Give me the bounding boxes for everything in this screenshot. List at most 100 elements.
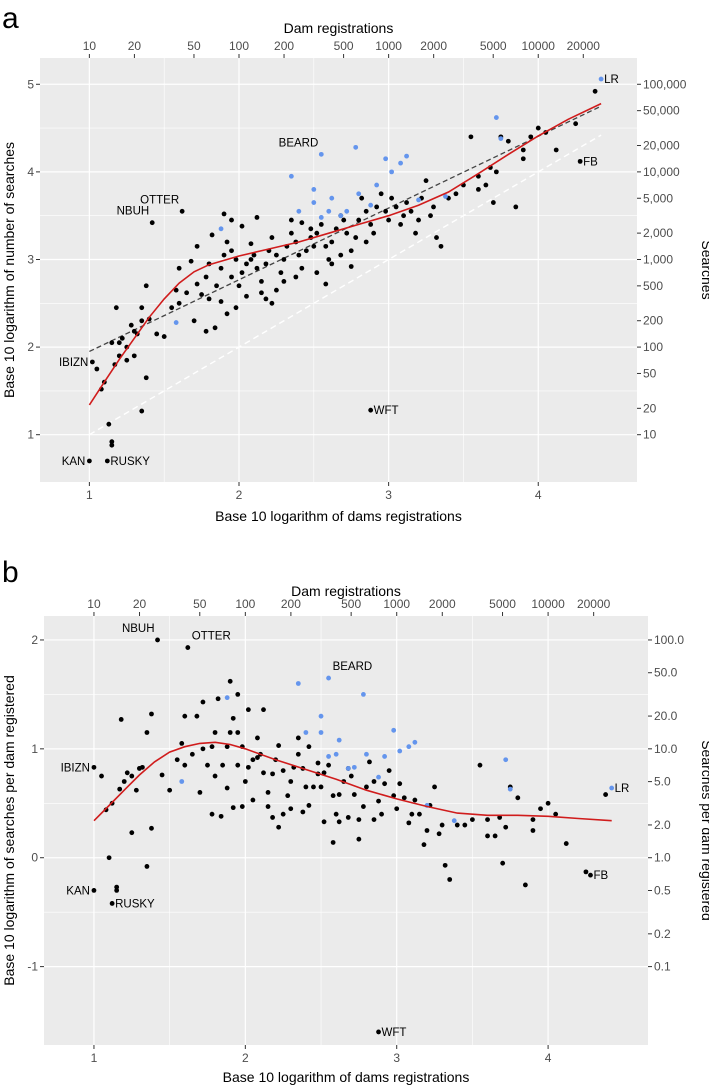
point-label-rusky: RUSKY [115,898,155,910]
y-tick-label: -1 [27,960,38,974]
data-point-black [229,274,234,280]
data-point-black [94,366,100,372]
data-point-black [203,328,209,334]
data-point-black [522,882,528,888]
data-point-blue [398,160,403,166]
data-point-black [278,270,284,276]
data-point-black [315,760,321,766]
data-point-black [364,784,369,790]
data-point-black [490,200,496,205]
data-point-black [538,806,543,812]
data-point-blue [404,153,409,159]
data-point-black [212,325,218,331]
right-tick-label: 0.2 [654,927,671,941]
data-point-blue [295,681,301,686]
right-tick-label: 20,000 [643,139,680,153]
data-point-black [288,779,294,784]
reference-line-dashed-white [89,134,602,436]
data-point-black [139,318,145,324]
data-point-black [230,715,236,721]
data-point-black [224,239,230,245]
data-point-black [224,311,230,317]
data-point-blue [345,766,351,771]
data-point-black [199,292,204,297]
right-tick-label: 100.0 [654,633,684,647]
data-point-black [218,299,224,304]
data-point-blue [318,215,324,220]
data-point-black [206,296,212,302]
data-point-black [185,645,191,650]
data-point-black [431,204,436,210]
data-point-black [530,817,536,823]
data-point-black [308,226,314,232]
data-point-black [535,125,541,131]
data-point-black [121,779,127,784]
data-point-black [200,699,206,705]
data-point-blue [311,187,317,192]
data-point-black [116,340,122,346]
data-point-black [513,204,519,210]
data-point-black [254,215,260,220]
data-point-black [233,257,239,262]
data-point-black [470,817,475,823]
data-point-black [386,217,392,223]
y-tick-label: 2 [27,340,34,354]
data-point-blue [224,695,230,701]
data-point-blue [397,748,403,754]
data-point-black [276,743,282,748]
data-point-black [235,762,241,768]
data-point-black [255,735,260,741]
data-point-blue [318,713,324,719]
data-point-black [274,252,279,258]
smooth-curve [88,102,602,406]
right-tick-label: 5.0 [654,775,671,789]
data-point-black [356,817,362,823]
data-point-blue [507,786,513,792]
data-point-black [200,746,206,752]
data-point-black [250,757,256,763]
data-point-black [432,784,437,790]
top-tick-label: 200 [281,597,301,611]
point-label-kan: KAN [62,456,86,468]
data-point-black [398,222,403,227]
data-point-black [553,147,559,153]
data-point-black [280,811,286,817]
data-point-black [227,678,233,684]
data-point-blue [498,136,504,141]
panel-b-background [44,616,648,1045]
data-point-black [235,730,241,735]
data-point-black [424,828,430,833]
data-point-black [344,230,350,236]
data-point-blue [326,675,331,681]
data-point-black [173,287,179,293]
data-point-black [371,779,377,784]
data-point-black [408,208,414,214]
data-point-blue [218,226,224,232]
data-point-black [106,855,112,861]
data-point-black [91,887,97,893]
data-point-black [235,691,241,697]
data-point-black [295,735,301,741]
data-point-black [454,822,460,828]
data-point-black [109,901,115,906]
data-point-black [233,305,239,311]
data-point-black [295,751,301,757]
data-point-black [326,762,331,768]
data-point-blue [318,151,324,157]
data-point-black [428,213,433,219]
x-tick-label: 2 [236,488,243,502]
data-point-blue [353,144,359,150]
data-point-black [497,815,503,820]
y-tick-label: 1 [31,742,38,756]
point-label-rusky: RUSKY [110,456,150,468]
data-point-black [263,261,269,267]
data-point-black [477,762,483,768]
right-axis-title: Searches per dam registered [699,740,709,921]
data-point-black [179,208,185,214]
data-point-black [86,458,92,464]
data-point-black [242,779,248,784]
data-point-black [336,819,342,825]
data-point-black [311,784,316,790]
data-point-black [303,248,309,254]
data-point-black [276,824,282,830]
